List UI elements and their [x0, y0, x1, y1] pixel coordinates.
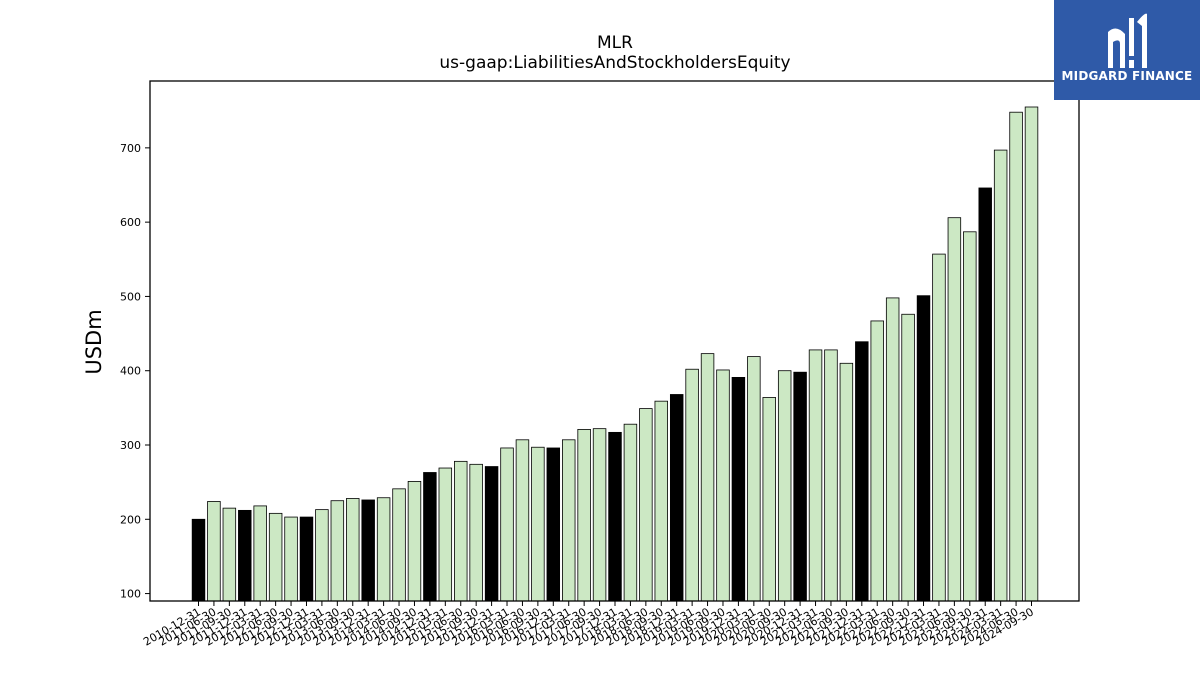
chart-title: MLR: [597, 33, 633, 53]
bar-2011-12-31: [253, 505, 267, 602]
bar-2023-06-30: [963, 231, 977, 602]
bar-2018-12-31: [685, 368, 699, 602]
bar-2017-03-31: [577, 428, 591, 602]
midgard-logo-icon: [1108, 13, 1147, 69]
bar-2016-09-30: [546, 447, 561, 602]
bar-2019-12-31: [747, 356, 761, 602]
bar-2013-09-30: [361, 499, 375, 602]
bar-2021-03-31: [824, 349, 838, 602]
bar-2018-06-30: [654, 400, 669, 602]
bar-2016-12-31: [562, 439, 576, 602]
bar-2011-06-30: [222, 507, 237, 602]
bar-2024-03-31: [1009, 111, 1023, 602]
bar-2020-06-30: [777, 370, 792, 602]
bar-2022-12-31: [932, 253, 946, 602]
bar-2011-03-31: [207, 501, 221, 602]
bar-2021-12-31: [870, 320, 884, 602]
bar-2023-03-31: [947, 217, 962, 602]
bar-2013-12-31: [376, 497, 391, 602]
y-axis-label: USDm: [82, 309, 106, 374]
bar-2022-09-30: [916, 295, 931, 602]
bar-2018-03-31: [639, 408, 653, 602]
bar-2012-09-30: [299, 516, 314, 602]
bar-2012-12-31: [315, 509, 329, 602]
bar-2020-09-30: [793, 371, 807, 602]
bar-2023-12-31: [993, 149, 1008, 602]
bar-2016-06-30: [531, 446, 545, 602]
bar-2015-12-31: [500, 447, 514, 602]
bars-layer: [191, 106, 1039, 602]
bar-2010-12-31: [191, 518, 206, 602]
bar-2014-12-31: [438, 467, 453, 602]
bar-2012-06-30: [284, 516, 298, 602]
y-tick-label: 500: [120, 290, 141, 303]
plot-frame: [149, 80, 1080, 602]
bar-2022-03-31: [885, 297, 900, 602]
bar-2023-09-30: [978, 187, 992, 602]
y-tick-label: 300: [120, 439, 141, 452]
y-tick-label: 200: [120, 513, 141, 526]
y-axis: 100 200 300 400 500 600 700: [120, 142, 150, 601]
bar-2019-03-31: [700, 353, 715, 602]
bar-2015-09-30: [484, 466, 499, 602]
bar-2014-09-30: [423, 472, 437, 602]
bar-2019-06-30: [716, 369, 730, 602]
bar-2020-12-31: [808, 349, 823, 602]
logo-text: MIDGARD FINANCE: [1061, 69, 1193, 83]
bar-2019-09-30: [731, 376, 746, 602]
bar-2013-06-30: [346, 498, 360, 602]
y-tick-label: 600: [120, 216, 141, 229]
bar-2014-06-30: [407, 480, 422, 602]
brand-logo: MIDGARD FINANCE: [1054, 0, 1200, 100]
bar-2015-06-30: [469, 463, 483, 602]
bar-2024-06-30: [1024, 106, 1039, 602]
y-tick-label: 400: [120, 365, 141, 378]
bar-2017-06-30: [592, 428, 607, 602]
chart-subtitle: us-gaap:LiabilitiesAndStockholdersEquity: [439, 53, 790, 73]
bar-2017-12-31: [623, 423, 638, 602]
bar-2017-09-30: [608, 431, 622, 602]
bar-2013-03-31: [330, 500, 345, 602]
bar-2016-03-31: [515, 439, 530, 602]
bar-2022-06-30: [901, 313, 915, 602]
bar-2020-03-31: [762, 397, 776, 602]
x-axis: 2010-12-312011-06-302011-09-302011-12-31…: [141, 601, 1036, 649]
bar-2011-09-30: [238, 509, 252, 602]
y-tick-label: 100: [120, 588, 141, 601]
bar-2018-09-30: [669, 394, 684, 602]
bar-2015-03-31: [454, 460, 468, 602]
bar-2012-03-31: [268, 512, 283, 602]
y-tick-label: 700: [120, 142, 141, 155]
bar-2021-09-30: [855, 341, 869, 602]
bar-2021-06-30: [839, 362, 854, 602]
bar-2014-03-31: [392, 488, 406, 602]
